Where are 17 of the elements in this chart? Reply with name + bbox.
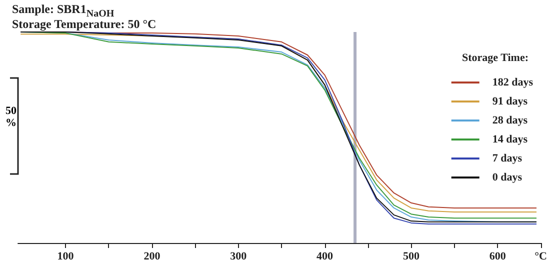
legend-label: 7 days xyxy=(492,152,523,164)
x-tick-label: 300 xyxy=(230,250,248,262)
legend-label: 0 days xyxy=(492,172,523,184)
x-tick-label: 600 xyxy=(489,250,506,262)
legend-label: 28 days xyxy=(492,114,528,126)
x-tick-label: 200 xyxy=(144,250,161,262)
legend-title: Storage Time: xyxy=(462,52,528,64)
x-tick-label: °C xyxy=(534,250,548,262)
x-tick-label: 500 xyxy=(402,250,420,262)
chart-title: Sample: SBR1$_{NaOH}$ xyxy=(12,2,114,20)
chart-subtitle: Storage Temperature: 50 °C xyxy=(12,17,156,32)
legend-label: 91 days xyxy=(492,96,528,108)
legend-label: 14 days xyxy=(492,134,528,146)
x-tick-label: 100 xyxy=(57,250,74,262)
text: 50 % xyxy=(4,105,18,129)
x-tick-label: 400 xyxy=(316,250,334,262)
legend-label: 182 days xyxy=(492,76,534,88)
